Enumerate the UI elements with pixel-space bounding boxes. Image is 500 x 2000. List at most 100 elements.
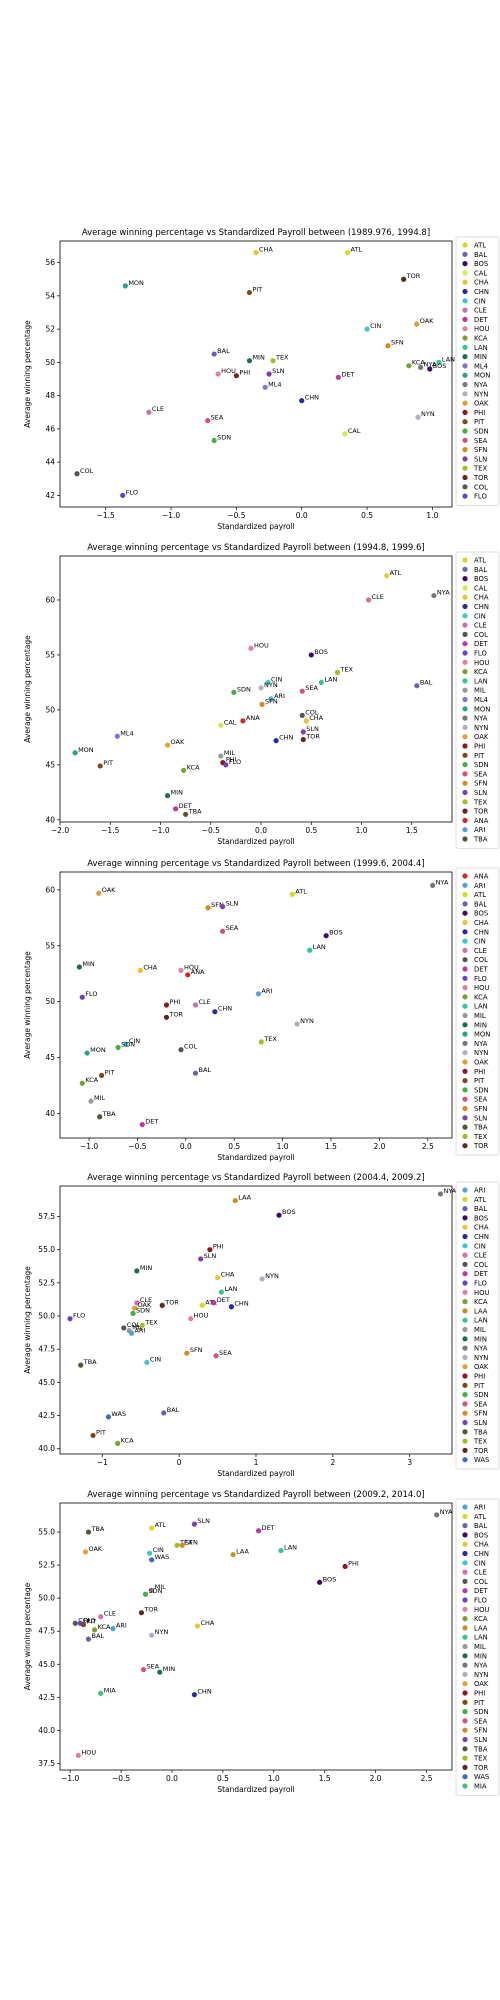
legend-entry-sdn: SDN <box>474 1391 489 1399</box>
data-point-bal <box>414 683 420 689</box>
point-label-tor: TOR <box>143 1606 158 1614</box>
legend-marker-min <box>462 1336 468 1342</box>
legend-marker-hou <box>462 326 468 332</box>
x-tick-label: 1.0 <box>356 826 368 835</box>
legend-marker-bal <box>462 251 468 257</box>
y-tick-label: 40.0 <box>38 1726 55 1735</box>
chart-title: Average winning percentage vs Standardiz… <box>87 859 425 869</box>
data-point-nyn <box>294 1021 300 1027</box>
point-label-col: COL <box>305 708 319 716</box>
y-tick-label: 42 <box>45 491 55 500</box>
point-label-atl: ATL <box>390 569 402 577</box>
y-axis-label: Average winning percentage <box>23 320 32 428</box>
data-point-flo <box>79 994 85 1000</box>
point-label-pit: PIT <box>105 1068 115 1076</box>
legend-marker-chn <box>462 288 468 295</box>
data-point-sfn <box>385 343 391 349</box>
data-point-sdn <box>115 1044 121 1051</box>
point-label-hou: HOU <box>184 963 199 971</box>
legend-entry-sfn: SFN <box>474 1410 487 1418</box>
data-point-atl <box>199 1302 205 1309</box>
point-label-ari: ARI <box>116 1622 127 1630</box>
legend-entry-col: COL <box>474 1578 488 1586</box>
data-point-tor <box>159 1302 165 1309</box>
legend-marker-tex <box>462 465 468 471</box>
data-point-tba <box>183 811 189 817</box>
y-tick-label: 54 <box>45 291 55 300</box>
data-point-ari <box>110 1625 116 1632</box>
legend-marker-cle <box>462 622 468 628</box>
legend-marker-tba <box>462 836 468 842</box>
data-point-cin <box>123 1041 129 1047</box>
data-point-ari <box>128 1330 135 1336</box>
data-point-flo <box>120 492 126 498</box>
point-label-chn: CHN <box>218 1005 232 1013</box>
legend-marker-col <box>462 631 468 638</box>
legend-marker-flo <box>462 650 468 656</box>
data-point-det <box>255 1528 262 1534</box>
legend-marker-tex <box>462 1438 468 1444</box>
data-point-tex <box>139 1322 145 1328</box>
legend-entry-cin: CIN <box>474 297 486 305</box>
x-tick-label: −1.5 <box>101 826 119 835</box>
legend-entry-atl: ATL <box>474 557 486 565</box>
legend-entry-mon: MON <box>474 1031 490 1039</box>
legend-marker-pit <box>462 752 468 758</box>
legend-marker-cin <box>462 613 468 619</box>
legend-marker-atl <box>462 1196 468 1202</box>
y-tick-label: 52 <box>45 325 55 334</box>
data-point-sea <box>220 928 226 934</box>
data-point-laa <box>230 1551 236 1558</box>
data-point-cha <box>214 1274 221 1281</box>
data-point-chn <box>273 738 279 744</box>
legend-marker-kca <box>462 994 468 1000</box>
point-label-bos: BOS <box>433 362 447 370</box>
legend-entry-mon: MON <box>474 705 490 713</box>
legend-entry-sfn: SFN <box>474 1727 487 1735</box>
data-point-bal <box>211 351 217 357</box>
y-axis-label: Average winning percentage <box>23 635 32 743</box>
data-point-mil <box>149 1587 155 1593</box>
legend-entry-cle: CLE <box>474 622 487 630</box>
data-point-flo <box>67 1316 73 1322</box>
point-label-col: COL <box>78 1616 92 1624</box>
point-label-hou: HOU <box>254 641 269 649</box>
chart-title: Average winning percentage vs Standardiz… <box>87 543 425 553</box>
data-point-kca <box>115 1440 121 1446</box>
data-point-tor <box>163 1014 170 1020</box>
legend-entry-oak: OAK <box>474 733 489 741</box>
legend-marker-min <box>462 1653 468 1659</box>
data-point-sea <box>140 1666 147 1673</box>
legend-entry-atl: ATL <box>474 891 486 899</box>
legend-marker-tba <box>462 1429 468 1435</box>
legend-marker-nyn <box>462 1050 468 1056</box>
point-label-cha: CHA <box>143 963 157 971</box>
point-label-bos: BOS <box>323 1575 337 1583</box>
legend-entry-phi: PHI <box>474 409 485 417</box>
legend-marker-sln <box>462 1736 468 1743</box>
data-point-min <box>164 793 171 799</box>
legend-marker-cha <box>462 1541 468 1547</box>
legend-marker-ari <box>462 1504 468 1510</box>
legend-marker-tex <box>462 799 468 805</box>
legend-marker-bos <box>462 1532 468 1538</box>
data-point-mon <box>72 750 78 756</box>
legend-entry-hou: HOU <box>474 1289 489 1297</box>
x-tick-label: 1.0 <box>426 511 438 520</box>
legend-entry-ml4: ML4 <box>474 696 488 704</box>
x-tick-label: −1.0 <box>80 1142 98 1151</box>
data-point-cin <box>147 1550 153 1556</box>
legend-entry-oak: OAK <box>474 1059 489 1067</box>
data-point-hou <box>248 645 254 651</box>
chart-title: Average winning percentage vs Standardiz… <box>87 1173 425 1183</box>
y-tick-label: 52.5 <box>38 1278 55 1287</box>
legend-entry-tex: TEX <box>473 1438 487 1446</box>
data-point-ml4 <box>114 733 120 739</box>
data-point-cha <box>303 718 309 724</box>
point-label-cle: CLE <box>140 1296 152 1304</box>
data-point-phi <box>233 373 239 379</box>
data-point-cle <box>192 1002 199 1008</box>
legend-marker-ana <box>462 817 468 824</box>
point-label-cin: CIN <box>153 1546 164 1554</box>
point-label-sln: SLN <box>306 725 319 733</box>
